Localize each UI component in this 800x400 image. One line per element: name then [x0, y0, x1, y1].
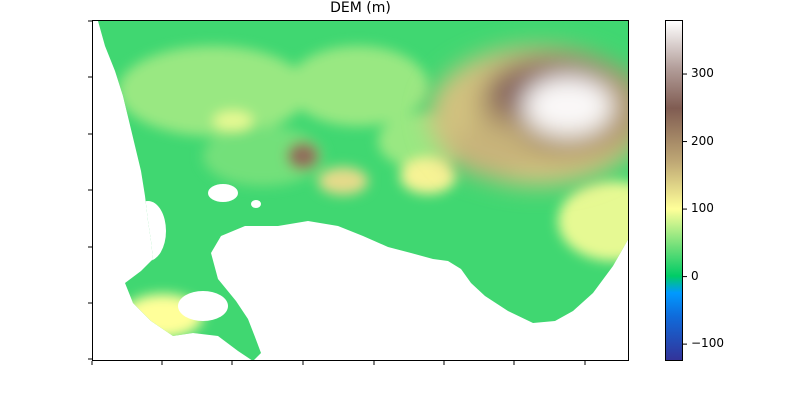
chart-title: DEM (m): [330, 0, 391, 16]
ridge-slope: [318, 167, 368, 195]
land-surface: [98, 21, 628, 360]
north-plain: [288, 46, 428, 126]
colorbar-tick-label: 0: [691, 268, 699, 283]
small-pond: [251, 200, 261, 208]
dem-map: [98, 21, 628, 360]
foothill-basin: [448, 126, 528, 176]
mountain-peak: [523, 76, 613, 136]
northwest-plain: [118, 46, 308, 136]
inland-lake: [208, 184, 238, 202]
colorbar: [665, 20, 683, 361]
colorbar-tick-label: 200: [691, 133, 714, 148]
central-ridge: [287, 142, 319, 170]
mountain-feature: [428, 46, 628, 186]
central-plain: [203, 126, 323, 186]
colorbar-tick-label: −100: [691, 336, 724, 351]
heatmap-area: [92, 20, 629, 361]
small-mound: [213, 111, 253, 131]
valley-mound: [400, 158, 456, 194]
southern-gaps: [178, 291, 228, 321]
east-slope: [558, 181, 628, 261]
colorbar-tick-label: 100: [691, 201, 714, 216]
colorbar-tick-label: 300: [691, 66, 714, 81]
